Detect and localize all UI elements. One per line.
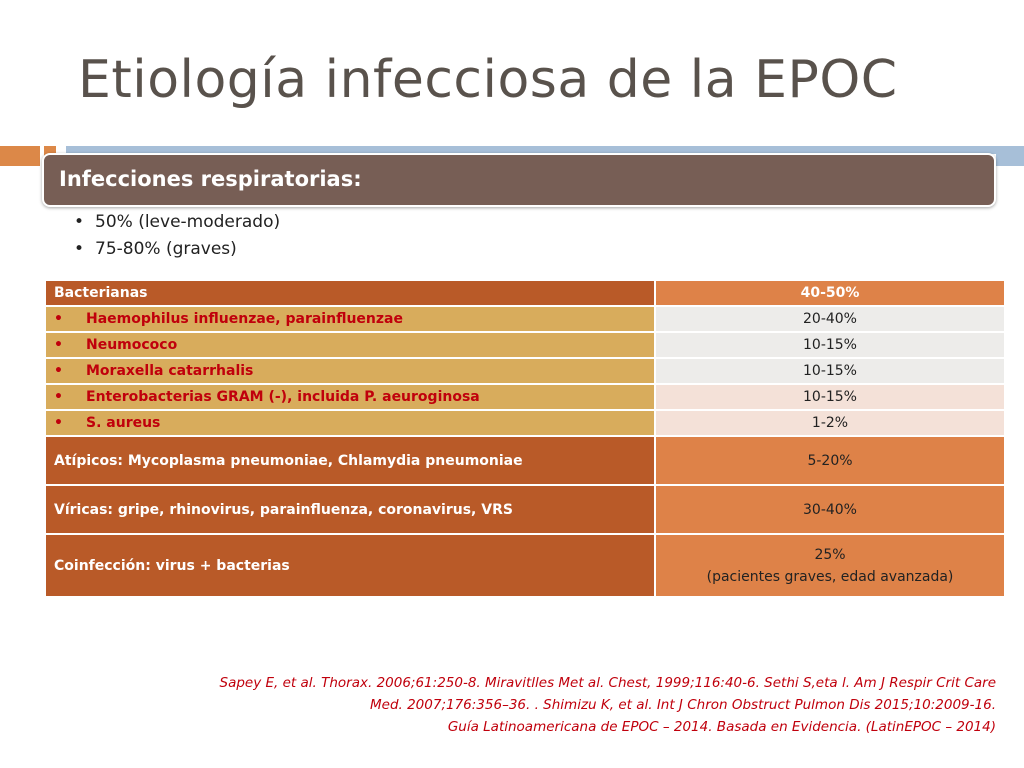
table-row: • Neumococo 10-15%	[44, 331, 1006, 359]
row-label-text: Moraxella catarrhalis	[86, 363, 254, 379]
table-row: • Haemophilus influenzae, parainfluenzae …	[44, 305, 1006, 333]
table-row: Bacterianas 40-50%	[44, 279, 1006, 307]
accent-bar-orange-small	[44, 146, 56, 156]
etiology-table: Bacterianas 40-50% • Haemophilus influenz…	[44, 279, 1006, 598]
row-value-main: 25%	[814, 546, 846, 563]
table-row: • Enterobacterias GRAM (-), incluida P. a…	[44, 383, 1006, 411]
reference-line: Guía Latinoamericana de EPOC – 2014. Bas…	[447, 719, 996, 735]
table-row: Víricas: gripe, rhinovirus, parainfluenz…	[44, 484, 1006, 535]
row-label-text: Enterobacterias GRAM (-), incluida P. ae…	[86, 389, 480, 405]
table-row: • S. aureus 1-2%	[44, 409, 1006, 437]
bullet-text: 75-80% (graves)	[95, 238, 237, 259]
slide-title: Etiología infecciosa de la EPOC	[78, 50, 898, 110]
row-bullet: •	[54, 389, 63, 405]
row-label: Atípicos: Mycoplasma pneumoniae, Chlamyd…	[44, 435, 656, 486]
row-label-text: S. aureus	[86, 415, 161, 431]
row-bullet: •	[54, 363, 63, 379]
row-value: 10-15%	[654, 383, 1006, 411]
table-row: Atípicos: Mycoplasma pneumoniae, Chlamyd…	[44, 435, 1006, 486]
reference-line: Sapey E, et al. Thorax. 2006;61:250-8. M…	[219, 675, 997, 691]
row-bullet: •	[54, 337, 63, 353]
row-value: 20-40%	[654, 305, 1006, 333]
accent-bar-orange	[0, 146, 40, 166]
row-value-note: (pacientes graves, edad avanzada)	[706, 568, 954, 585]
reference-line: Med. 2007;176:356–36. . Shimizu K, et al…	[369, 697, 996, 713]
accent-bar-blue	[66, 146, 1024, 154]
section-header: Infecciones respiratorias:	[42, 153, 996, 207]
bullet-item: • 50% (leve-moderado)	[74, 208, 280, 235]
row-value: 5-20%	[654, 435, 1006, 486]
table-row: • Moraxella catarrhalis 10-15%	[44, 357, 1006, 385]
row-value: 1-2%	[654, 409, 1006, 437]
row-label: Víricas: gripe, rhinovirus, parainfluenz…	[44, 484, 656, 535]
bullet-item: • 75-80% (graves)	[74, 235, 280, 262]
row-label: • Moraxella catarrhalis	[44, 357, 656, 385]
bullet-dot: •	[74, 211, 85, 232]
table-row: Coinfección: virus + bacterias 25% (paci…	[44, 533, 1006, 598]
row-label: • S. aureus	[44, 409, 656, 437]
bullet-list: • 50% (leve-moderado) • 75-80% (graves)	[74, 208, 280, 262]
references: Sapey E, et al. Thorax. 2006;61:250-8. M…	[176, 672, 997, 738]
bullet-dot: •	[74, 238, 85, 259]
row-bullet: •	[54, 415, 63, 431]
row-label: Coinfección: virus + bacterias	[44, 533, 656, 598]
row-label: • Neumococo	[44, 331, 656, 359]
accent-bar-blue-edge	[996, 146, 1024, 166]
row-label: • Haemophilus influenzae, parainfluenzae	[44, 305, 656, 333]
row-label: Bacterianas	[44, 279, 656, 307]
row-bullet: •	[54, 311, 63, 327]
row-label-text: Haemophilus influenzae, parainfluenzae	[86, 311, 403, 327]
row-value: 10-15%	[654, 331, 1006, 359]
row-value: 25% (pacientes graves, edad avanzada)	[654, 533, 1006, 598]
bullet-text: 50% (leve-moderado)	[95, 211, 281, 232]
row-label: • Enterobacterias GRAM (-), incluida P. a…	[44, 383, 656, 411]
row-value: 40-50%	[654, 279, 1006, 307]
row-value: 30-40%	[654, 484, 1006, 535]
section-header-text: Infecciones respiratorias:	[59, 167, 362, 191]
row-value: 10-15%	[654, 357, 1006, 385]
row-label-text: Neumococo	[86, 337, 178, 353]
